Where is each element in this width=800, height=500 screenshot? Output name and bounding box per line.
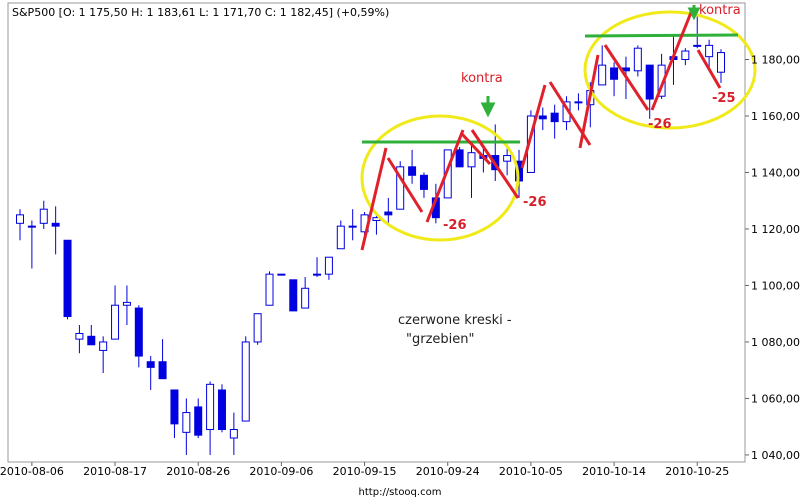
candle-body xyxy=(419,174,428,190)
highlight-ellipse xyxy=(583,10,757,130)
y-tick-label: 1 160,00 xyxy=(751,110,800,123)
comb-line xyxy=(425,129,465,223)
candle-body xyxy=(217,389,226,431)
candle-body xyxy=(99,341,108,351)
candle-body xyxy=(408,166,417,176)
candle-body xyxy=(206,383,215,431)
candle-body xyxy=(277,273,286,276)
x-tick-label: 2010-08-17 xyxy=(83,465,147,478)
highlight-ellipse xyxy=(360,114,520,242)
candle-body xyxy=(146,361,155,368)
annotations: kontra kontra -26 -26 -26 -25 czerwone k… xyxy=(360,3,757,347)
candle-body xyxy=(705,44,714,58)
candle-body xyxy=(467,152,476,168)
candle-body xyxy=(301,287,310,309)
source: http://stooq.com xyxy=(359,487,442,498)
annotation: "grzebien" xyxy=(406,332,474,347)
candle-body xyxy=(336,225,345,250)
signal-arrow xyxy=(480,96,496,118)
candle-body xyxy=(241,341,250,422)
x-tick-label: 2010-09-15 xyxy=(333,465,397,478)
candle-body xyxy=(194,406,203,436)
candle-body xyxy=(122,301,131,306)
resistance-line xyxy=(584,33,739,38)
annotation: -26 xyxy=(648,117,672,132)
candle-body xyxy=(348,225,357,228)
candle-body xyxy=(265,273,274,306)
candle-body xyxy=(550,112,559,123)
candle-body xyxy=(75,332,84,340)
comb-line xyxy=(460,132,492,166)
comb-line xyxy=(386,157,424,213)
candle-body xyxy=(253,313,262,343)
candle-body xyxy=(455,149,464,168)
comb-line xyxy=(603,44,650,111)
candle-body xyxy=(111,304,120,340)
x-tick-label: 2010-10-14 xyxy=(582,465,646,478)
comb-line xyxy=(520,84,547,169)
x-tick-label: 2010-08-06 xyxy=(0,465,64,478)
candle-body xyxy=(384,211,393,216)
candle-body xyxy=(681,50,690,60)
candle-body xyxy=(63,239,72,318)
candle-body xyxy=(39,208,48,224)
annotation: -26 xyxy=(443,218,467,233)
candle-body xyxy=(51,222,60,227)
candle-body xyxy=(158,361,167,380)
candle-body xyxy=(693,44,702,47)
annotation: czerwone kreski - xyxy=(398,313,512,328)
y-tick-label: 1 100,00 xyxy=(751,279,800,292)
x-tick-label: 2010-09-06 xyxy=(249,465,313,478)
candle-body xyxy=(574,101,583,104)
candle-body xyxy=(87,335,96,346)
candle-body xyxy=(717,52,725,73)
candle-body xyxy=(134,307,143,357)
y-tick-label: 1 040,00 xyxy=(751,449,800,462)
annotation: kontra xyxy=(461,71,503,86)
comb-line xyxy=(578,54,600,149)
candle-body xyxy=(633,47,642,72)
candle-body xyxy=(645,64,654,100)
candle-body xyxy=(16,214,24,224)
comb-line xyxy=(696,49,722,89)
candle-body xyxy=(182,412,191,433)
y-tick-label: 1 120,00 xyxy=(751,223,800,236)
comb-line xyxy=(650,9,694,111)
y-tick-label: 1 180,00 xyxy=(751,53,800,66)
candle-body xyxy=(610,67,619,80)
comb-line xyxy=(470,129,520,199)
candle-body xyxy=(324,256,333,275)
y-tick-label: 1 060,00 xyxy=(751,392,800,405)
annotation: -25 xyxy=(712,91,736,106)
signal-arrow xyxy=(687,5,701,21)
y-tick-label: 1 140,00 xyxy=(751,166,800,179)
x-tick-label: 2010-08-26 xyxy=(166,465,230,478)
x-tick-label: 2010-10-25 xyxy=(665,465,729,478)
candle-body xyxy=(538,115,547,120)
x-tick-label: 2010-09-24 xyxy=(416,465,480,478)
comb-line xyxy=(360,147,388,251)
annotation: kontra xyxy=(699,3,741,18)
candle-body xyxy=(598,64,607,86)
candle-body xyxy=(396,166,405,210)
x-tick-label: 2010-10-05 xyxy=(499,465,563,478)
chart-title: S&P500 [O: 1 175,50 H: 1 183,61 L: 1 171… xyxy=(12,6,389,19)
candle-body xyxy=(170,389,179,425)
candle-body xyxy=(503,155,512,162)
candle-body xyxy=(27,225,36,228)
candle-body xyxy=(289,279,298,312)
candle-body xyxy=(229,429,238,439)
annotation: -26 xyxy=(523,195,547,210)
y-tick-label: 1 080,00 xyxy=(751,336,800,349)
candle-body xyxy=(313,273,322,276)
